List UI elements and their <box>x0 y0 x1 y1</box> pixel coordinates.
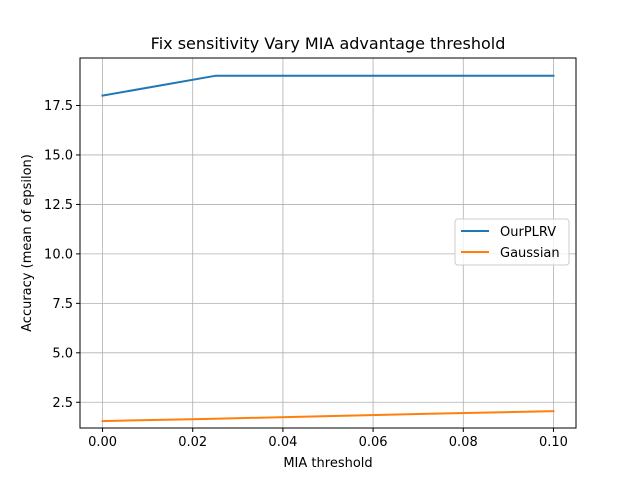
x-tick-label: 0.08 <box>449 435 478 450</box>
y-tick-label: 17.5 <box>44 99 73 114</box>
series-layer <box>101 74 555 423</box>
y-tick-label: 5.0 <box>52 346 73 361</box>
x-tick-label: 0.06 <box>359 435 388 450</box>
y-tick-label: 10.0 <box>44 247 73 262</box>
x-tick-label: 0.00 <box>88 435 117 450</box>
series-line-gaussian <box>101 410 555 423</box>
series-line-ourplrv <box>101 74 555 97</box>
x-tick-label: 0.10 <box>539 435 568 450</box>
legend-label-gaussian: Gaussian <box>500 246 560 261</box>
y-tick-label: 2.5 <box>52 396 73 411</box>
legend-label-ourplrv: OurPLRV <box>500 225 556 240</box>
plot-frame <box>79 57 577 429</box>
y-axis-label: Accuracy (mean of epsilon) <box>20 154 35 332</box>
y-tick-label: 12.5 <box>44 198 73 213</box>
x-axis: 0.00 0.02 0.04 0.06 0.08 0.10 <box>88 428 568 450</box>
y-tick-label: 7.5 <box>52 297 73 312</box>
x-tick-label: 0.02 <box>178 435 207 450</box>
x-tick-label: 0.04 <box>268 435 297 450</box>
chart-title: Fix sensitivity Vary MIA advantage thres… <box>151 34 506 53</box>
y-axis: 2.5 5.0 7.5 10.0 12.5 15.0 17.5 <box>44 99 80 411</box>
y-tick-label: 15.0 <box>44 148 73 163</box>
x-axis-label: MIA threshold <box>283 456 372 471</box>
legend: OurPLRV Gaussian <box>454 218 570 266</box>
